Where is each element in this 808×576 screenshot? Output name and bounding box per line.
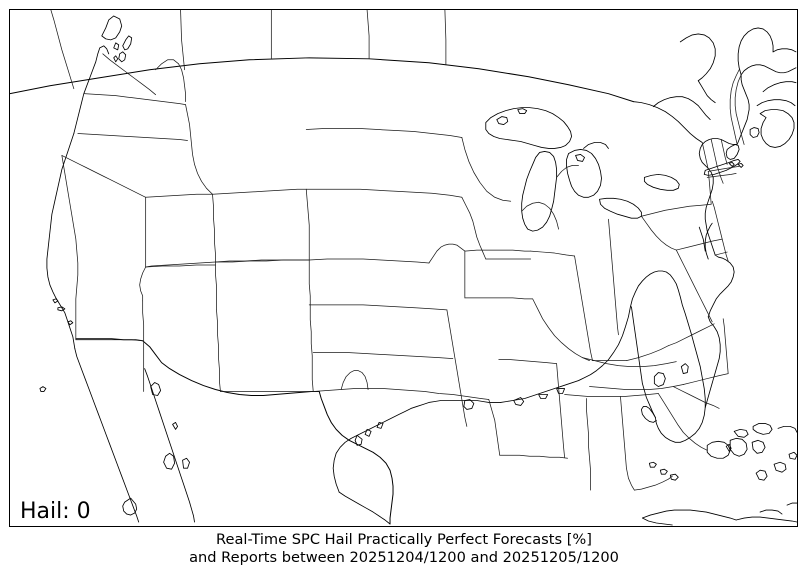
state-boundaries-southeast [564, 249, 729, 491]
state-boundaries-plains [305, 128, 568, 459]
coastline-pacific-northwest [73, 15, 133, 134]
coastline-canada-maritimes [737, 27, 797, 148]
great-lakes [485, 107, 680, 232]
coastline-gulf-of-mexico [332, 306, 631, 493]
state-boundaries-midwest [461, 137, 677, 362]
state-boundaries-northeast [641, 69, 745, 262]
canada-province-lines [50, 10, 447, 90]
coastline-baja-california [74, 348, 195, 523]
figure-caption: Real-Time SPC Hail Practically Perfect F… [0, 531, 808, 566]
state-boundaries-west [61, 53, 314, 392]
national-border-canada [10, 57, 634, 103]
coastline-channel-islands [39, 298, 74, 392]
hail-report-count-label: Hail: 0 [20, 499, 91, 524]
caption-line-2: and Reports between 20251204/1200 and 20… [189, 548, 619, 566]
coastline-st-lawrence [632, 33, 716, 143]
map-geography-svg [10, 10, 797, 526]
coastline-mexico-gulf [338, 491, 391, 525]
coastline-caribbean [641, 422, 797, 526]
coastline-west-coast [46, 133, 76, 350]
coastline-florida [629, 270, 706, 481]
caption-line-1: Real-Time SPC Hail Practically Perfect F… [216, 531, 592, 548]
map-axes[interactable]: Hail: 0 [9, 9, 798, 527]
coastline-east-coast [698, 64, 797, 408]
